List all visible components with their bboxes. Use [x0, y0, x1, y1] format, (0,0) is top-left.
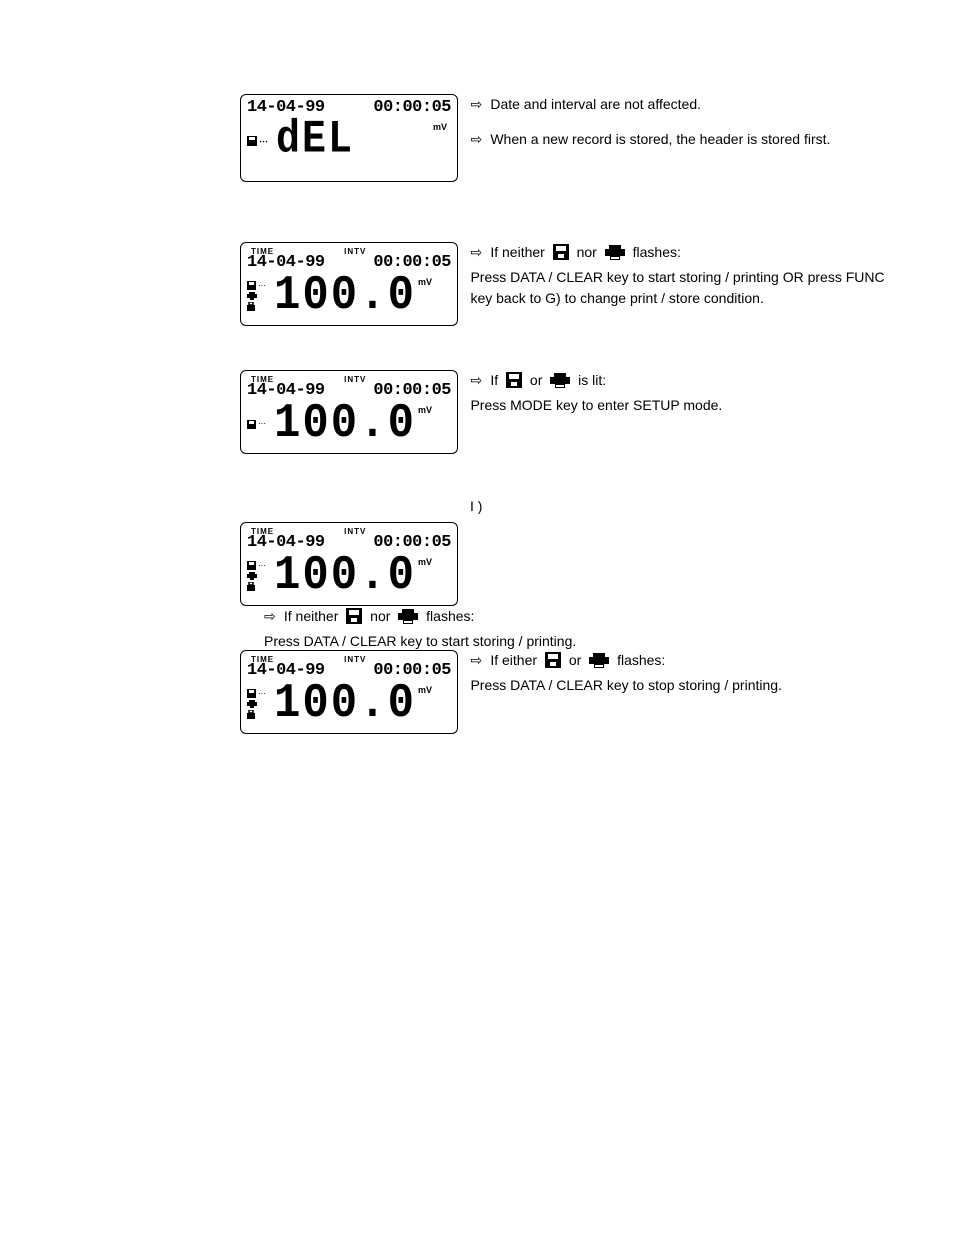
disk-icon: [247, 136, 257, 146]
annot-d: ⇨ If neither nor flashes: Press DATA / C…: [264, 606, 684, 652]
row-del: 14-04-99 00:00:05 ⋯ dEL mV ⇨ Date and in…: [240, 94, 900, 182]
row-b: TIME INTV 14-04-99 00:00:05 ⋯ 100.0 mV ⇨…: [240, 242, 900, 326]
lock-icon: [247, 302, 255, 311]
side-icons: ⋯: [247, 420, 266, 429]
lcd-bottomline: ⋯ 100.0 mV: [247, 273, 451, 319]
arrow-icon: ⇨: [470, 129, 486, 150]
side-icons: ⋯: [247, 561, 266, 591]
lcd-b: TIME INTV 14-04-99 00:00:05 ⋯ 100.0 mV: [240, 242, 458, 326]
lock-icon: [247, 710, 255, 719]
e-body: Press DATA / CLEAR key to stop storing /…: [470, 675, 890, 696]
printer-icon: [398, 609, 418, 624]
annot-c: ⇨ If or is lit: Press MODE key to enter …: [470, 370, 890, 416]
arrow-icon: ⇨: [470, 94, 486, 115]
lcd-value: 100.0: [274, 680, 416, 728]
tag-intv: INTV: [344, 527, 366, 536]
text-a1: Date and interval are not affected.: [490, 96, 701, 112]
row-e: TIME INTV 14-04-99 00:00:05 ⋯ 100.0 mV ⇨…: [240, 650, 900, 734]
arrow-icon: ⇨: [264, 606, 280, 627]
disk-icon: [247, 561, 256, 570]
lcd-bottomline: ⋯ dEL mV: [247, 118, 451, 164]
lcd-unit: mV: [418, 405, 432, 415]
printer-icon: [247, 572, 257, 580]
disk-icon: [247, 420, 256, 429]
tag-intv: INTV: [344, 247, 366, 256]
annot-del: ⇨ Date and interval are not affected. ⇨ …: [470, 94, 890, 150]
lcd-unit: mV: [418, 557, 432, 567]
lcd-value: 100.0: [274, 400, 416, 448]
lcd-bottomline: ⋯ 100.0 mV: [247, 401, 451, 447]
printer-icon: [247, 292, 257, 300]
c-pref: If: [490, 372, 498, 388]
lcd-e: TIME INTV 14-04-99 00:00:05 ⋯ 100.0 mV: [240, 650, 458, 734]
b-mid: nor: [577, 244, 597, 260]
b-post: flashes:: [633, 244, 681, 260]
lcd-date: 14-04-99: [247, 99, 325, 116]
tag-intv: INTV: [344, 655, 366, 664]
d-mid: nor: [370, 608, 390, 624]
lcd-c: TIME INTV 14-04-99 00:00:05 ⋯ 100.0 mV: [240, 370, 458, 454]
dash-icon: ⋯: [258, 690, 266, 698]
lcd-unit: mV: [418, 277, 432, 287]
annot-e: ⇨ If either or flashes: Press DATA / CLE…: [470, 650, 890, 696]
tag-intv: INTV: [344, 375, 366, 384]
d-body: Press DATA / CLEAR key to start storing …: [264, 631, 684, 652]
annot-b: ⇨ If neither nor flashes: Press DATA / C…: [470, 242, 890, 309]
printer-icon: [605, 245, 625, 260]
page: 14-04-99 00:00:05 ⋯ dEL mV ⇨ Date and in…: [0, 0, 954, 1235]
row-c: TIME INTV 14-04-99 00:00:05 ⋯ 100.0 mV ⇨…: [240, 370, 900, 454]
disk-icon: [247, 281, 256, 290]
lcd-unit: mV: [418, 685, 432, 695]
c-body: Press MODE key to enter SETUP mode.: [470, 395, 890, 416]
dash-icon: ⋯: [258, 282, 266, 290]
heading-I: I ): [470, 498, 482, 514]
disk-icon: [346, 608, 362, 624]
lcd-unit: mV: [433, 122, 447, 132]
arrow-icon: ⇨: [470, 650, 486, 671]
text-a2: When a new record is stored, the header …: [490, 131, 830, 147]
disk-icon: [506, 372, 522, 388]
e-mid: or: [569, 652, 581, 668]
arrow-icon: ⇨: [470, 242, 486, 263]
row-d: TIME INTV 14-04-99 00:00:05 ⋯ 100.0 mV ⇨…: [240, 522, 900, 652]
dash-icon: ⋯: [258, 420, 266, 428]
dash-icon: ⋯: [259, 136, 268, 147]
lcd-value: 100.0: [274, 272, 416, 320]
printer-icon: [589, 653, 609, 668]
d-pref: If neither: [284, 608, 338, 624]
e-pref: If either: [490, 652, 537, 668]
lcd-bottomline: ⋯ 100.0 mV: [247, 553, 451, 599]
lcd-topline: 14-04-99 00:00:05: [247, 99, 451, 116]
arrow-icon: ⇨: [470, 370, 486, 391]
lcd-time: 00:00:05: [373, 99, 451, 116]
c-post: is lit:: [578, 372, 606, 388]
b-body: Press DATA / CLEAR key to start storing …: [470, 267, 890, 309]
d-post: flashes:: [426, 608, 474, 624]
disk-icon: [553, 244, 569, 260]
c-mid: or: [530, 372, 542, 388]
e-post: flashes:: [617, 652, 665, 668]
lock-icon: [247, 582, 255, 591]
disk-icon: [247, 689, 256, 698]
side-icons: ⋯: [247, 689, 266, 719]
lcd-del: 14-04-99 00:00:05 ⋯ dEL mV: [240, 94, 458, 182]
printer-icon: [247, 700, 257, 708]
side-icons: ⋯: [247, 281, 266, 311]
printer-icon: [550, 373, 570, 388]
lcd-bottomline: ⋯ 100.0 mV: [247, 681, 451, 727]
dash-icon: ⋯: [258, 562, 266, 570]
lcd-del-text: dEL: [276, 118, 354, 164]
lcd-d: TIME INTV 14-04-99 00:00:05 ⋯ 100.0 mV: [240, 522, 458, 606]
b-pref: If neither: [490, 244, 544, 260]
lcd-value: 100.0: [274, 552, 416, 600]
disk-icon: [545, 652, 561, 668]
